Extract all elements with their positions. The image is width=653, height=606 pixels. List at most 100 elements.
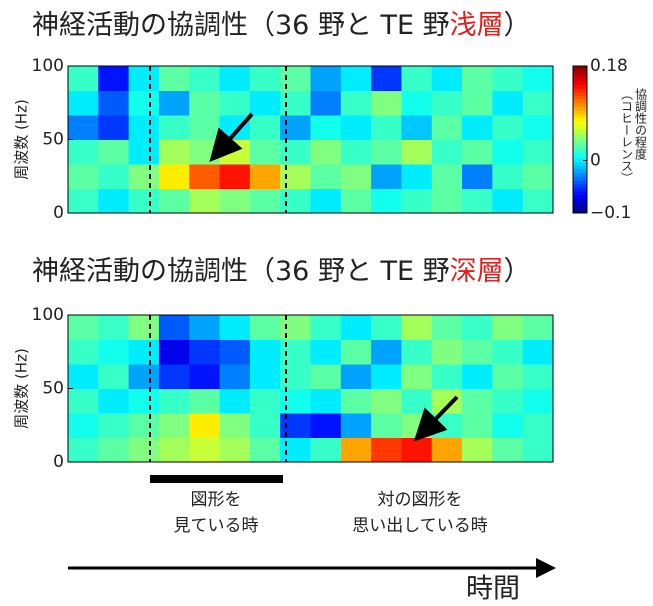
colorbar-segment <box>573 124 587 129</box>
heatmap-cell <box>340 164 372 189</box>
heatmap-cell <box>128 315 160 340</box>
stimulus-bar <box>150 475 283 483</box>
colorbar-segment <box>573 139 587 144</box>
heatmap-cell <box>189 413 221 438</box>
heatmap-cell <box>522 164 554 189</box>
colorbar-segment <box>573 205 587 210</box>
title-highlight: 深層 <box>450 256 504 287</box>
heatmap-cell <box>401 437 433 463</box>
heatmap-cell <box>68 115 99 140</box>
heatmap-cell <box>462 437 493 463</box>
heatmap-cell <box>128 413 160 438</box>
colorbar-segment <box>573 209 587 214</box>
heatmap-cell <box>401 90 433 116</box>
heatmap-cell <box>158 388 190 414</box>
colorbar-segment <box>573 165 587 170</box>
heatmap-cell <box>189 164 221 189</box>
time-label: 時間 <box>466 574 520 605</box>
heatmap-cell <box>219 388 251 414</box>
heatmap-cell <box>68 66 99 91</box>
colorbar-segment <box>573 66 587 71</box>
heatmap-cell <box>492 413 524 438</box>
heatmap-cell <box>310 437 342 463</box>
event-label: 思い出している時 <box>352 516 488 536</box>
heatmap-cell <box>401 339 433 365</box>
colorbar-segment <box>573 143 587 148</box>
heatmap-cell <box>310 90 342 116</box>
heatmap-cell <box>522 188 554 214</box>
colorbar-segment <box>573 88 587 93</box>
heatmap-cell <box>189 437 221 463</box>
heatmap-cell <box>462 164 493 189</box>
heatmap-cell <box>158 188 190 214</box>
colorbar-segment <box>573 157 587 163</box>
heatmap-cell <box>189 188 221 214</box>
heatmap-cell <box>98 437 130 463</box>
heatmap-cell <box>431 139 463 165</box>
heatmap-cell <box>310 413 342 438</box>
heatmap-cell <box>128 339 160 365</box>
colorbar-segment <box>573 179 587 185</box>
heatmap-cell <box>249 339 281 365</box>
heatmap-cell <box>219 339 251 365</box>
heatmap-cell <box>371 339 402 365</box>
heatmap-cell <box>158 315 190 340</box>
heatmap-cell <box>219 364 251 389</box>
heatmap-cell <box>128 115 160 140</box>
heatmap-cell <box>68 339 99 365</box>
heatmap-cell <box>128 164 160 189</box>
colorbar-segment <box>573 154 587 159</box>
heatmap-cell <box>462 364 493 389</box>
colorbar-segment <box>573 128 587 133</box>
heatmap-cell <box>158 139 190 165</box>
heatmap-cell <box>492 115 524 140</box>
heatmap-cell <box>492 388 524 414</box>
heatmap-cell <box>98 388 130 414</box>
heatmap-cell <box>340 364 372 389</box>
heatmap-cell <box>280 339 311 365</box>
heatmap-cell <box>371 315 402 340</box>
heatmap-cell <box>371 66 402 91</box>
colorbar-segment <box>573 183 587 188</box>
colorbar-segment <box>573 84 587 89</box>
heatmap-cell <box>371 90 402 116</box>
heatmap-cell <box>310 315 342 340</box>
heatmap-cell <box>462 115 493 140</box>
heatmap-cell <box>128 364 160 389</box>
colorbar-tick-label: −0.1 <box>590 203 631 223</box>
colorbar-segment <box>573 190 587 196</box>
heatmap-cell <box>68 388 99 414</box>
heatmap-cell <box>401 164 433 189</box>
heatmap-cell <box>492 66 524 91</box>
heatmap-cell <box>462 339 493 365</box>
colorbar-segment <box>573 99 587 104</box>
colorbar-segment <box>573 132 587 137</box>
heatmap-cell <box>219 164 251 189</box>
heatmap-chart: 神経活動の協調性（36 野と TE 野深層） 0 50 100 周波数 (Hz) <box>13 256 554 472</box>
heatmap-cell <box>340 66 372 91</box>
heatmap-cell <box>98 413 130 438</box>
y-tick-label: 50 <box>42 130 64 150</box>
pointer-arrow <box>209 112 254 162</box>
chart-title: 神経活動の協調性（36 野と TE 野浅層） <box>32 10 531 41</box>
heatmap-cell <box>522 90 554 116</box>
heatmap-cell <box>189 315 221 340</box>
heatmap-cell <box>431 115 463 140</box>
y-tick-label: 0 <box>53 452 64 472</box>
colorbar-segment <box>573 187 587 192</box>
heatmap-cell <box>189 115 221 140</box>
heatmap-cell <box>280 388 311 414</box>
heatmap-cell <box>98 66 130 91</box>
title-highlight: 浅層 <box>450 10 504 41</box>
heatmap-cell <box>158 339 190 365</box>
heatmap-cell <box>158 90 190 116</box>
colorbar-frame <box>572 65 588 214</box>
heatmap-cell <box>492 315 524 340</box>
heatmap-cell <box>219 437 251 463</box>
heatmap-cell <box>158 413 190 438</box>
heatmap-cell <box>371 188 402 214</box>
colorbar-segment <box>573 73 587 78</box>
heatmap-cell <box>128 90 160 116</box>
colorbar-segment <box>573 117 587 122</box>
